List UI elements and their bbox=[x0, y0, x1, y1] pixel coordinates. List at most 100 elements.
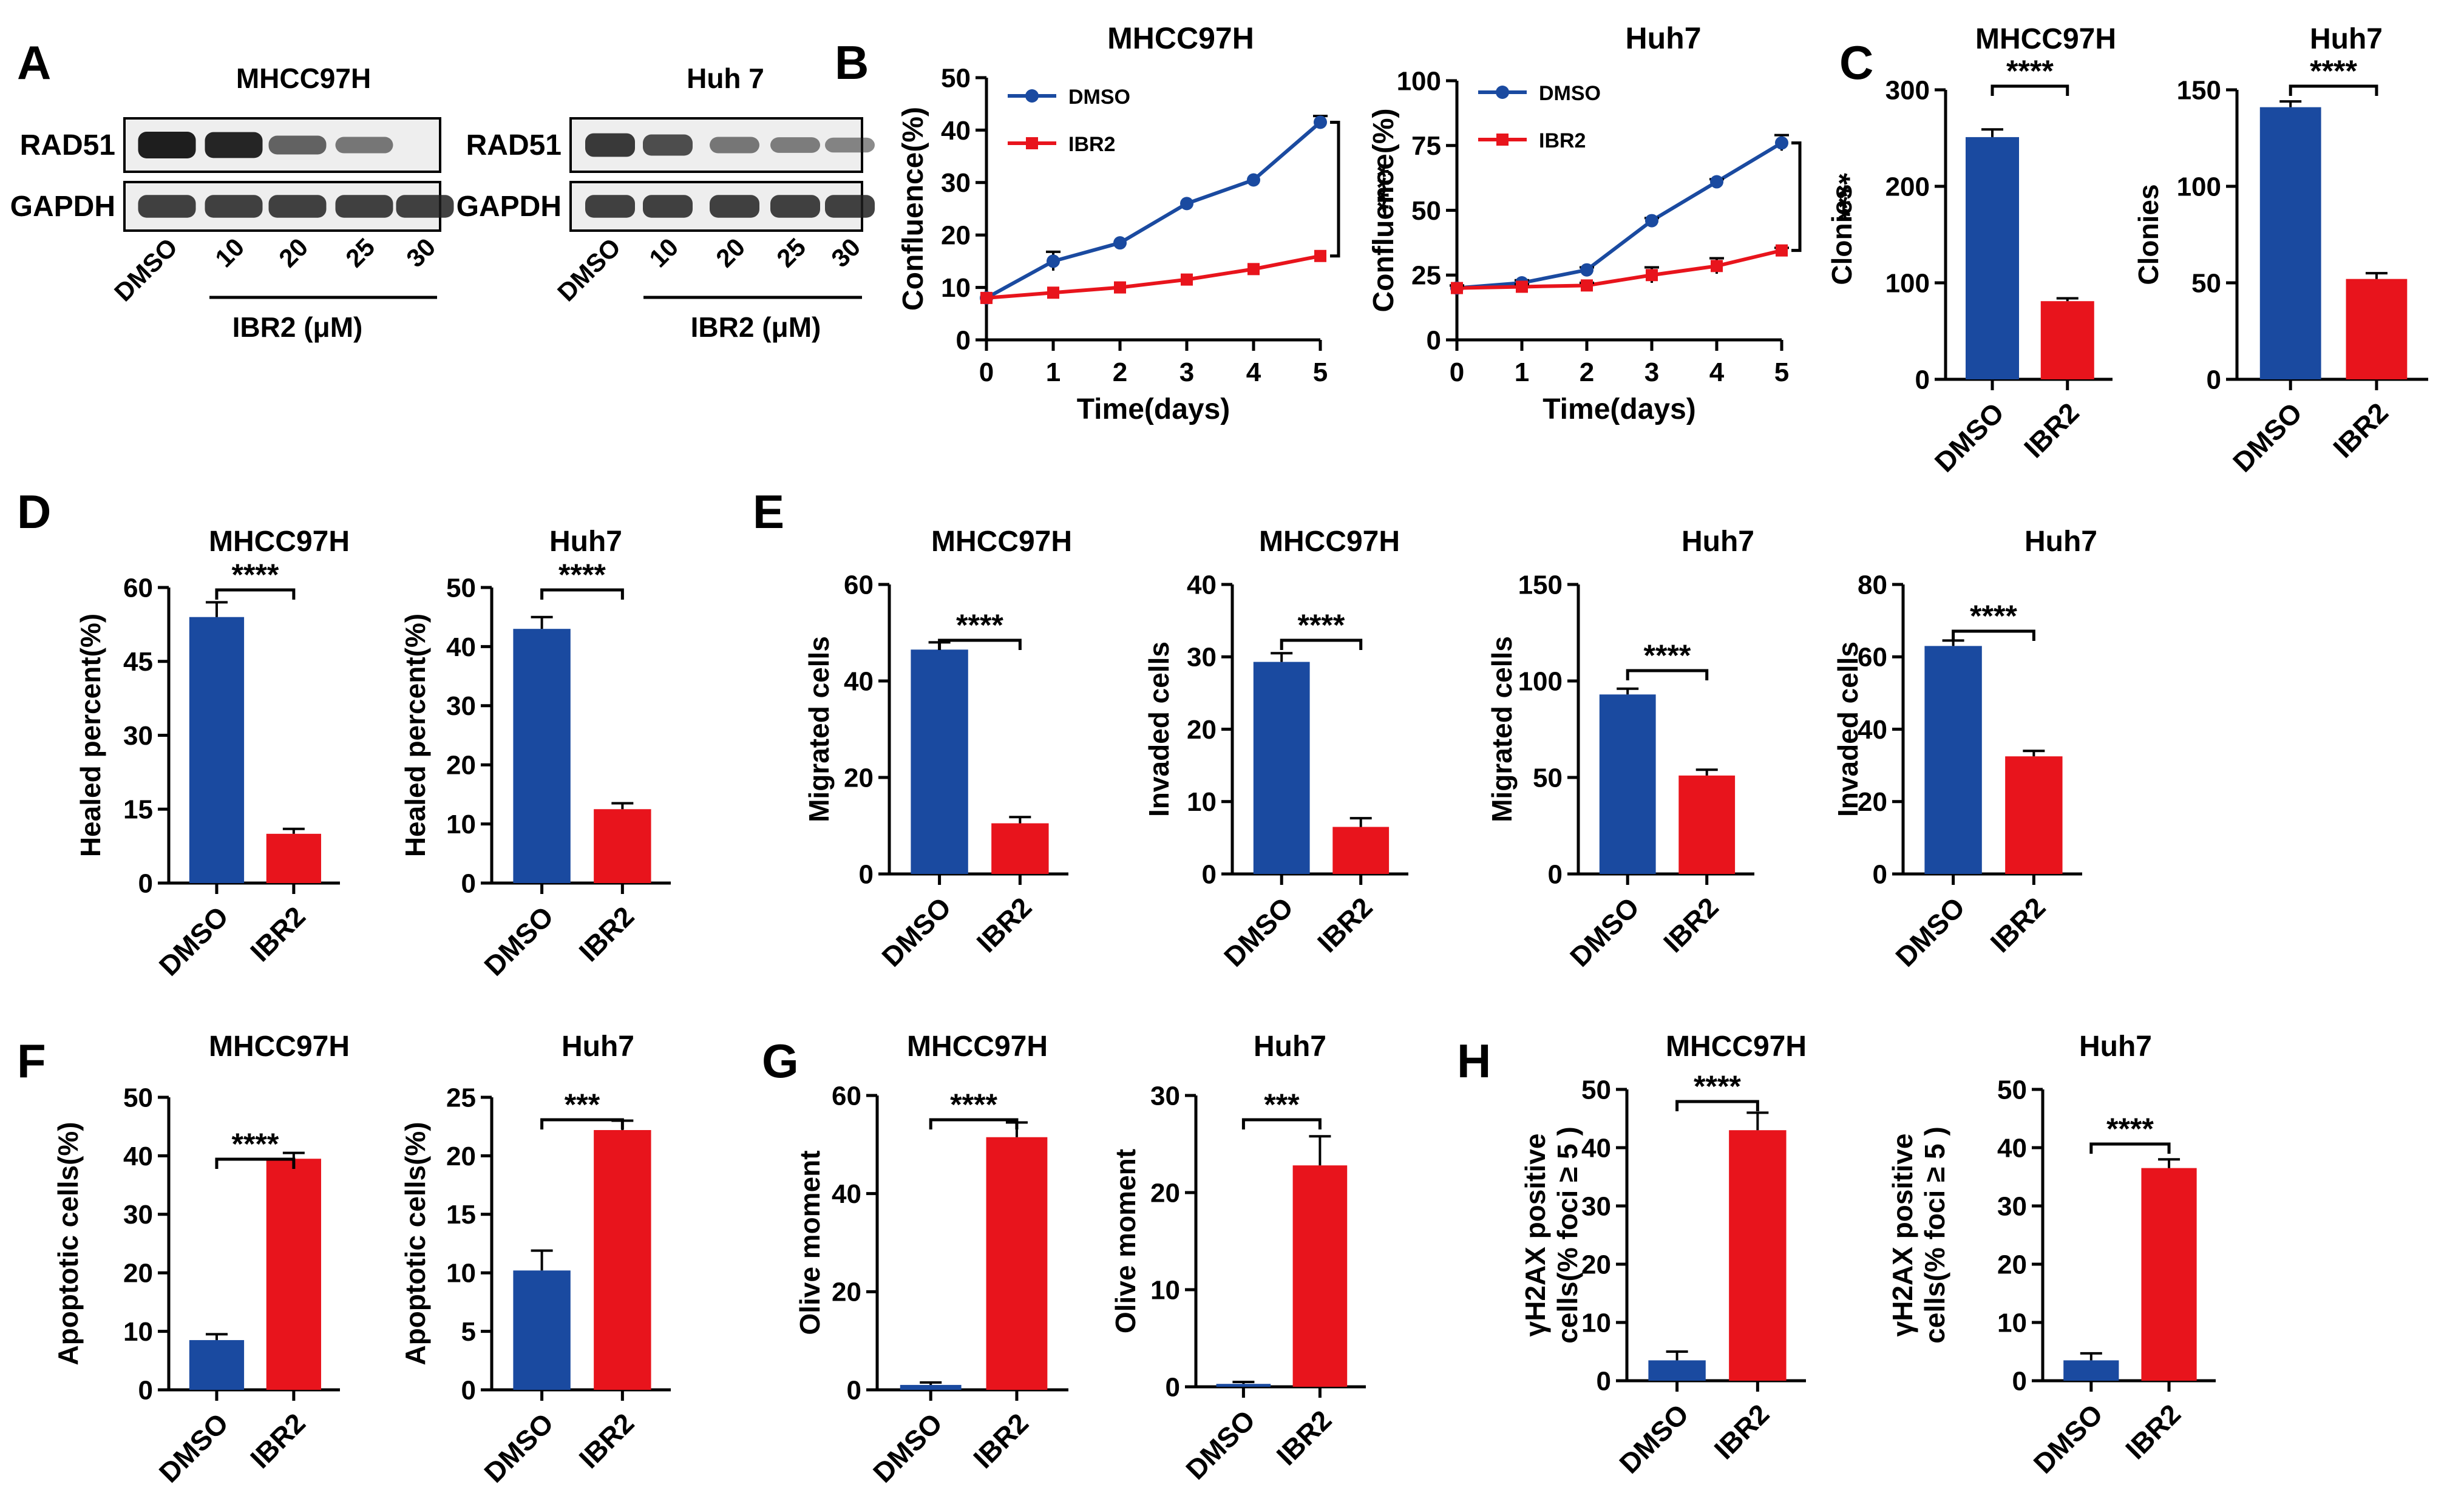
bar-chart-e-huh7: Huh7 0 50 100 150 Migrated cells DMSO IBR2 **** bbox=[1486, 526, 1754, 973]
data-point-dmso bbox=[1180, 197, 1193, 211]
data-point-dmso bbox=[1580, 263, 1593, 277]
y-axis-label: Apoptotic cells(%) bbox=[399, 1122, 431, 1365]
blot-title: Huh 7 bbox=[687, 63, 764, 94]
bar-dmso bbox=[1924, 646, 1982, 874]
lane-label: 20 bbox=[710, 232, 750, 273]
y-tick-label: 150 bbox=[2177, 75, 2221, 105]
significance-bracket bbox=[1991, 84, 2069, 96]
series-line-dmso bbox=[985, 121, 1322, 300]
y-axis-label: Olive moment bbox=[794, 1150, 826, 1335]
bar-dmso bbox=[900, 1384, 962, 1390]
lane-label: 25 bbox=[771, 232, 811, 273]
y-tick-label: 0 bbox=[859, 859, 874, 889]
bar-dmso bbox=[1648, 1360, 1706, 1381]
blot-band bbox=[825, 137, 875, 153]
bar-chart-g-mhcc97h: MHCC97H 0 20 40 60 Olive moment DMSO IBR2 **** bbox=[794, 1031, 1068, 1489]
y-tick-label: 20 bbox=[1997, 1250, 2027, 1279]
significance-label: **** bbox=[2006, 54, 2054, 88]
x-tick-label: DMSO bbox=[1929, 396, 2010, 478]
data-point-dmso bbox=[1047, 254, 1060, 268]
y-tick-label: 5 bbox=[461, 1317, 476, 1347]
bar-dmso bbox=[2063, 1360, 2119, 1381]
x-tick-label: IBR2 bbox=[2327, 396, 2394, 464]
blot-title: MHCC97H bbox=[236, 63, 371, 94]
y-tick-label: 40 bbox=[832, 1179, 861, 1209]
x-tick-label: 2 bbox=[1113, 357, 1127, 387]
series-line-dmso bbox=[1456, 141, 1783, 290]
data-point-dmso bbox=[1247, 173, 1260, 187]
significance-label: *** bbox=[565, 1088, 600, 1122]
x-tick-label: IBR2 bbox=[1311, 891, 1379, 958]
protein-label: GAPDH bbox=[456, 191, 562, 223]
y-tick-label: 60 bbox=[844, 570, 874, 600]
y-tick-label: 50 bbox=[941, 63, 971, 93]
bar-ibr2 bbox=[986, 1137, 1048, 1390]
significance-label: **** bbox=[558, 558, 606, 592]
panel-letter-a: A bbox=[17, 36, 51, 89]
y-tick-label: 10 bbox=[446, 1259, 476, 1288]
western-blot-huh7: Huh 7 RAD51 GAPDH DMSO 10 20 25 30 IBR2 (μM) bbox=[456, 63, 875, 343]
data-point-ibr2 bbox=[1314, 249, 1326, 262]
y-tick-label: 200 bbox=[1885, 172, 1930, 201]
chart-title: MHCC97H bbox=[1107, 21, 1254, 55]
data-point-dmso bbox=[1775, 136, 1788, 150]
x-tick-label: 3 bbox=[1179, 357, 1194, 387]
x-tick-label: 1 bbox=[1046, 357, 1061, 387]
significance-label: **** bbox=[1361, 166, 1395, 213]
x-tick-label: IBR2 bbox=[244, 900, 311, 967]
legend-label: DMSO bbox=[1539, 82, 1601, 105]
x-tick-label: 0 bbox=[1450, 357, 1464, 387]
y-tick-label: 100 bbox=[2177, 172, 2221, 201]
bar-chart-d-huh7: Huh7 0 10 20 30 40 50 Healed percent(%) DMSO IBR2… bbox=[399, 526, 671, 982]
bar-dmso bbox=[513, 1270, 571, 1390]
y-tick-label: 30 bbox=[1581, 1191, 1611, 1221]
x-tick-label: DMSO bbox=[2227, 396, 2308, 478]
y-axis-label: Clonies bbox=[1826, 184, 1858, 285]
bar-ibr2 bbox=[2005, 756, 2063, 874]
y-tick-label: 30 bbox=[123, 1200, 153, 1230]
x-axis-label: Time(days) bbox=[1077, 393, 1230, 425]
x-tick-label: DMSO bbox=[875, 891, 957, 972]
y-axis-label: γH2AX positive bbox=[1887, 1134, 1918, 1337]
y-tick-label: 10 bbox=[446, 810, 476, 839]
bar-ibr2 bbox=[1332, 827, 1390, 874]
y-tick-label: 20 bbox=[1150, 1178, 1180, 1208]
bar-chart-e-mhcc97h: MHCC97H 0 10 20 30 40 Invaded cells DMSO IBR2 ***… bbox=[1143, 526, 1408, 973]
panel-letter-b: B bbox=[835, 36, 869, 89]
panel-letter-d: D bbox=[17, 485, 51, 538]
blot-band bbox=[335, 137, 393, 154]
blot-band bbox=[643, 195, 693, 218]
y-tick-label: 100 bbox=[1397, 66, 1441, 96]
y-tick-label: 50 bbox=[2191, 268, 2221, 298]
x-tick-label: 3 bbox=[1644, 357, 1659, 387]
y-tick-label: 15 bbox=[446, 1200, 476, 1230]
y-tick-label: 100 bbox=[1885, 268, 1930, 298]
y-tick-label: 30 bbox=[1997, 1191, 2027, 1221]
y-tick-label: 80 bbox=[1858, 570, 1887, 600]
blot-band bbox=[710, 137, 759, 154]
blot-band bbox=[770, 195, 820, 218]
treatment-label: IBR2 (μM) bbox=[691, 311, 821, 343]
y-tick-label: 0 bbox=[138, 1375, 153, 1405]
y-tick-label: 150 bbox=[1518, 570, 1563, 600]
bar-dmso bbox=[1253, 662, 1310, 874]
y-tick-label: 0 bbox=[461, 868, 476, 898]
y-tick-label: 30 bbox=[1150, 1081, 1180, 1111]
panel-letter-e: E bbox=[753, 485, 784, 538]
bar-chart-e-huh7: Huh7 0 20 40 60 80 Invaded cells DMSO IBR2 **** bbox=[1832, 526, 2097, 973]
chart-title: Huh7 bbox=[1254, 1031, 1326, 1063]
x-tick-label: DMSO bbox=[153, 1407, 234, 1488]
y-tick-label: 60 bbox=[832, 1081, 861, 1111]
y-tick-label: 40 bbox=[941, 116, 971, 146]
bar-chart-h-mhcc97h: MHCC97H 0 10 20 30 40 50 γH2AX positive cells(% … bbox=[1519, 1031, 1807, 1480]
significance-label: **** bbox=[231, 1127, 279, 1161]
y-tick-label: 10 bbox=[123, 1317, 153, 1347]
chart-title: Huh7 bbox=[549, 526, 622, 558]
y-axis-label: Invaded cells bbox=[1143, 642, 1175, 817]
y-tick-label: 0 bbox=[1548, 859, 1563, 889]
y-axis-label: Confluence(%) bbox=[1368, 109, 1400, 313]
chart-title: MHCC97H bbox=[907, 1031, 1048, 1063]
y-tick-label: 45 bbox=[123, 647, 153, 677]
line-chart-huh7: Huh7 0 25 50 75 100 0 1 2 3 4 5 Time(days) Confluence… bbox=[1368, 21, 1856, 425]
x-axis-label: Time(days) bbox=[1543, 393, 1696, 425]
